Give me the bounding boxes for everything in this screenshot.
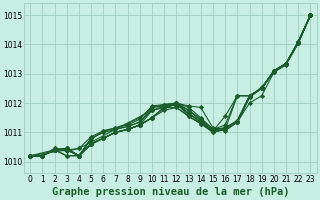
X-axis label: Graphe pression niveau de la mer (hPa): Graphe pression niveau de la mer (hPa) [52, 186, 289, 197]
